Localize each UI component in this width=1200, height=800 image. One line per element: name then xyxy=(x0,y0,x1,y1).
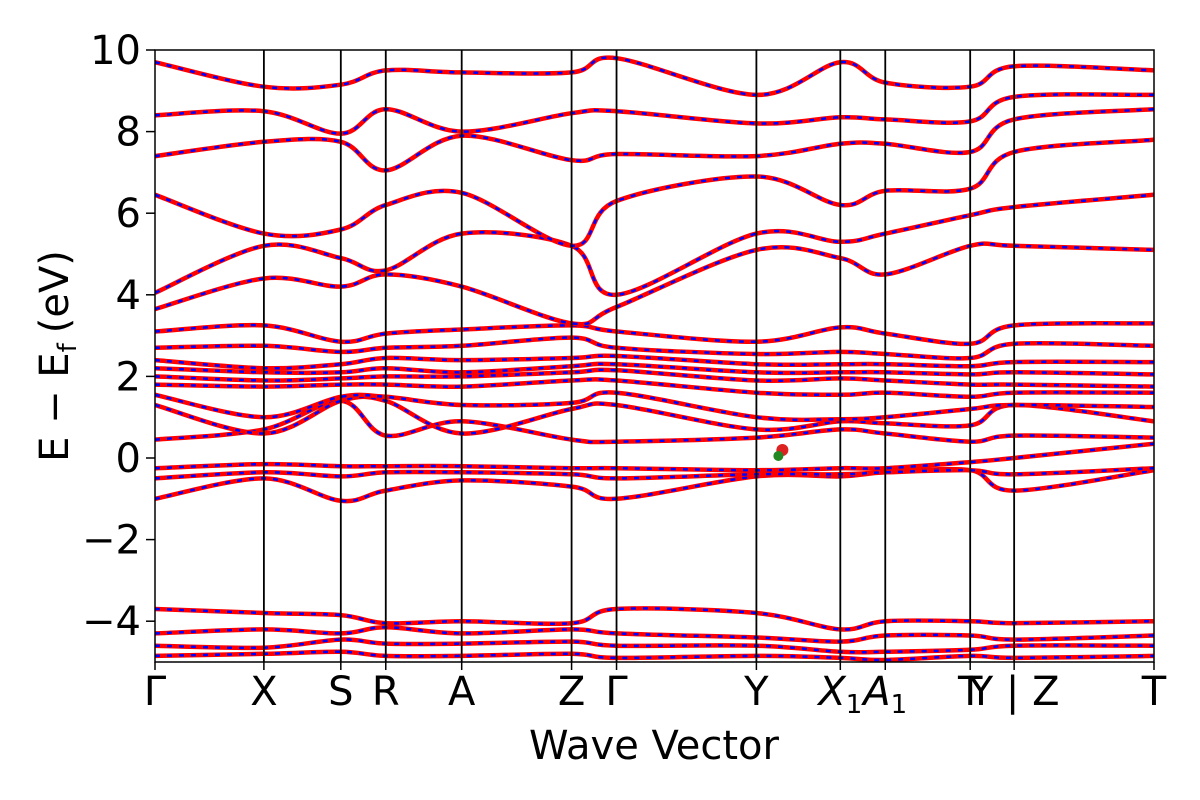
x-axis-label: Wave Vector xyxy=(529,723,780,769)
band-line-20 xyxy=(155,625,1154,644)
kpoint-lines-layer xyxy=(262,50,1016,662)
band-line-11 xyxy=(155,335,1154,361)
x-tick-label: Y | Z xyxy=(968,669,1060,715)
x-tick-label: T xyxy=(957,669,983,715)
x-tick-label: S xyxy=(328,669,353,715)
band-line-3 xyxy=(155,441,1154,473)
x-tick-label: Y xyxy=(743,669,769,715)
y-tick-label: 0 xyxy=(116,436,141,482)
marker-layer xyxy=(773,443,789,461)
y-tick-label: 4 xyxy=(116,273,141,319)
x-tick-label: X xyxy=(250,669,277,715)
x-tick-label: Z xyxy=(558,669,585,715)
x-tick-label: Γ xyxy=(605,669,628,715)
bands-layer xyxy=(155,55,1154,662)
band-line-dashed-11 xyxy=(155,336,1154,360)
band-line-6 xyxy=(155,390,1154,423)
y-axis-label: E − Ef (eV) xyxy=(32,250,83,462)
x-tick-label: Γ xyxy=(144,669,167,715)
y-tick-label: 10 xyxy=(90,28,141,74)
band-line-16 xyxy=(155,106,1154,173)
y-axis-label-unit: (eV) xyxy=(32,250,78,333)
band-line-dashed-18 xyxy=(155,56,1154,97)
plot-frame xyxy=(154,49,1155,663)
marker-inner xyxy=(773,450,784,461)
x-tick-label: X1 xyxy=(816,669,862,720)
y-tick-label: 8 xyxy=(116,110,141,156)
y-tick-label: 6 xyxy=(116,191,141,237)
band-line-19 xyxy=(155,606,1154,632)
y-ticks-layer: 10 8 6 4 2 0 −2 −4 xyxy=(82,28,155,645)
band-line-12 xyxy=(155,320,1154,347)
y-tick-label: 2 xyxy=(116,354,141,400)
y-axis-label-subscript: f xyxy=(53,342,83,352)
x-tick-label: A1 xyxy=(860,669,907,720)
y-tick-label: −2 xyxy=(82,518,141,564)
y-tick-label: −4 xyxy=(82,599,141,645)
band-line-dashed-19 xyxy=(155,607,1154,631)
band-line-18 xyxy=(155,55,1154,98)
y-axis-label-main: E − E xyxy=(32,352,78,462)
x-tick-label: A xyxy=(448,669,476,715)
x-tick-label: T xyxy=(1141,669,1167,715)
x-tick-label: R xyxy=(372,669,400,715)
band-line-22 xyxy=(155,649,1154,662)
